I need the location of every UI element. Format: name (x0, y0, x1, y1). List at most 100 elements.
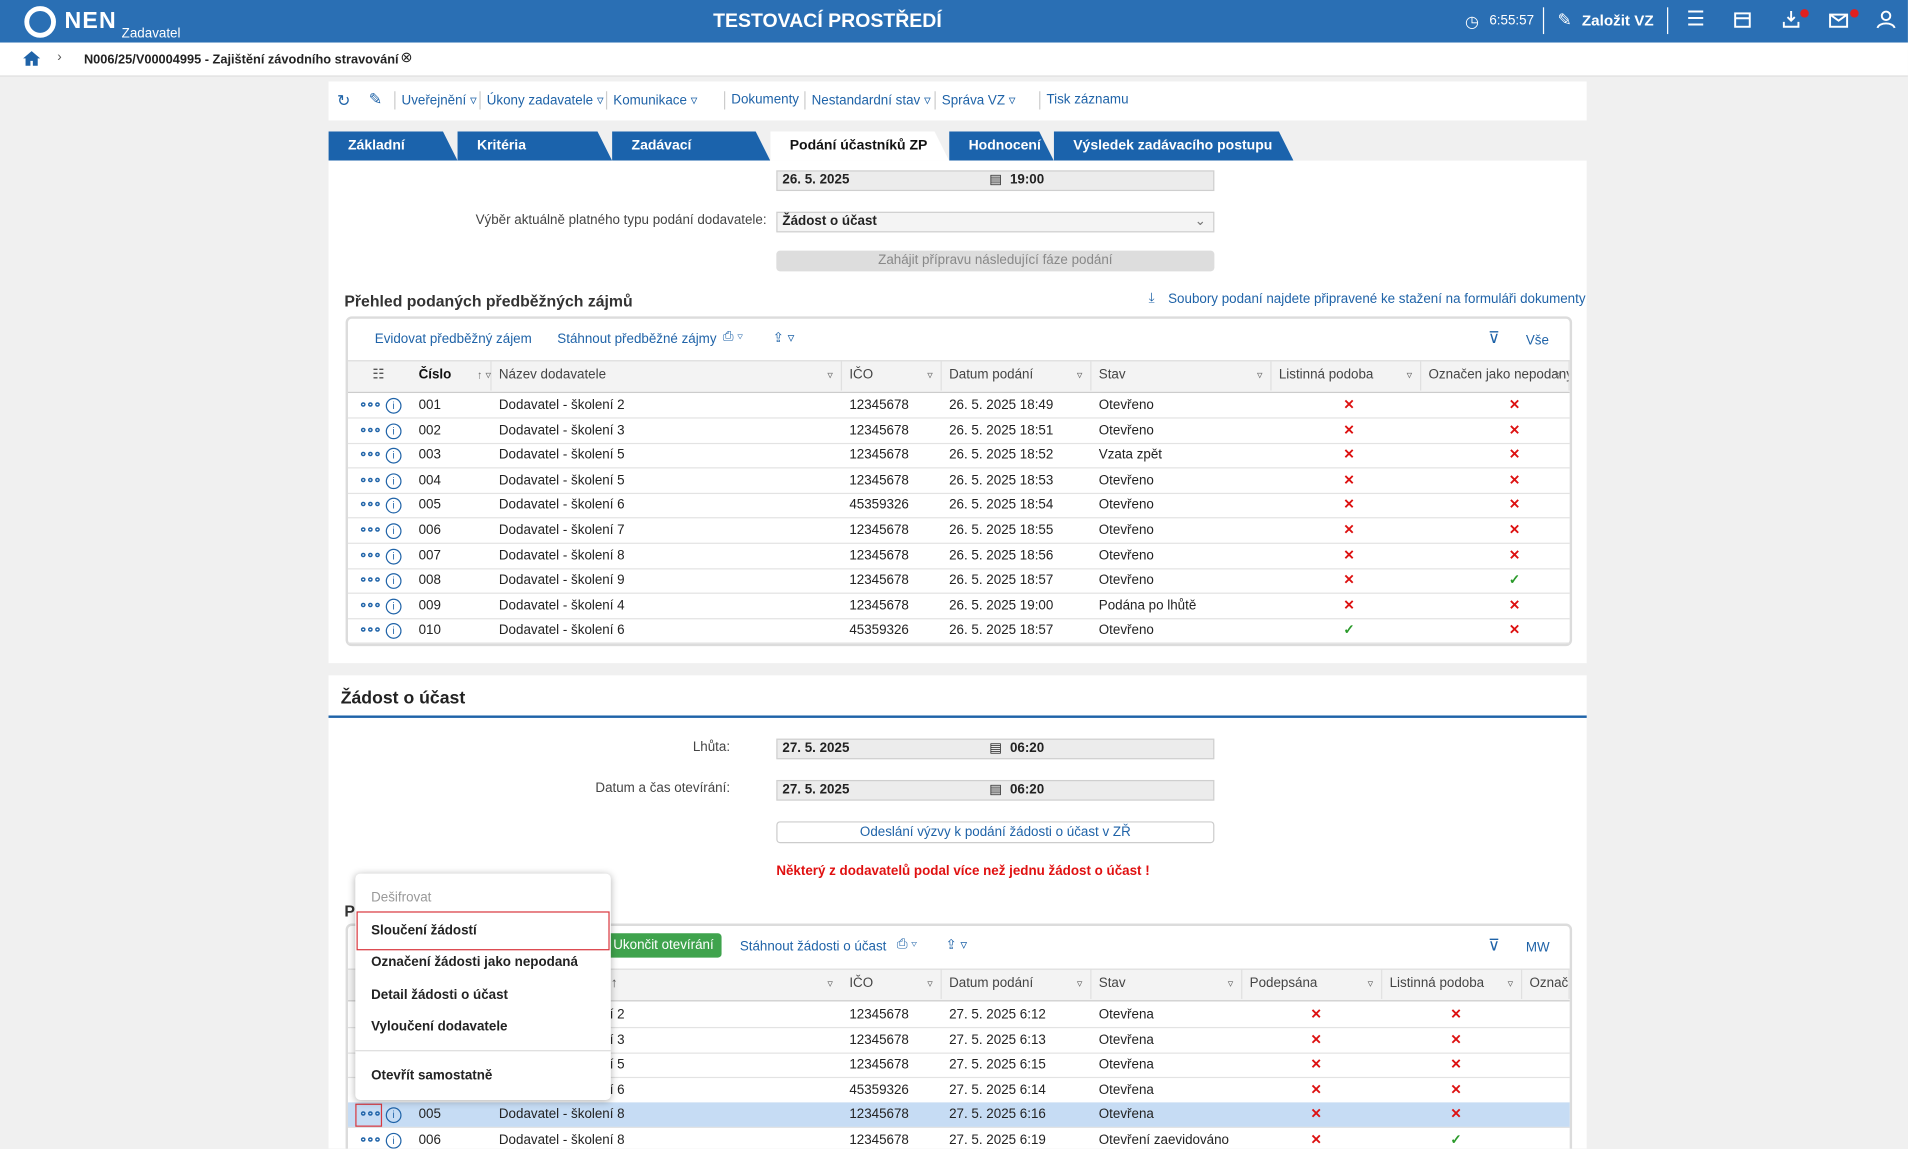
sort-filter-icon[interactable]: ▿ (1077, 369, 1083, 382)
column-header[interactable]: Stav (1091, 360, 1271, 390)
row-menu-button[interactable]: ∘∘∘ (359, 418, 381, 442)
calendar-icon[interactable] (1734, 11, 1752, 29)
documents-link[interactable]: Soubory podaní najdete připravené ke sta… (1168, 292, 1585, 307)
filter-icon[interactable]: ▿ (1368, 977, 1374, 990)
info-icon[interactable]: i (386, 448, 402, 464)
download-icon[interactable] (1783, 9, 1810, 31)
settings-icon[interactable]: ☷ (372, 366, 384, 382)
print-button[interactable]: ⎙ ▿ (723, 330, 743, 346)
create-button[interactable]: Založit VZ (1582, 12, 1654, 29)
column-header[interactable]: Listinná podoba (1272, 360, 1422, 390)
info-icon[interactable]: i (386, 573, 402, 589)
sort-filter-icon[interactable]: ▿ (1555, 369, 1561, 382)
env-title: TESTOVACÍ PROSTŘEDÍ (584, 11, 1071, 33)
toolbar-button[interactable]: Úkony zadavatele ▿ (487, 92, 604, 108)
breadcrumb[interactable]: N006/25/V00004995 - Zajištění závodního … (84, 52, 399, 67)
action-button[interactable]: Evidovat předběžný zájem (375, 332, 532, 347)
menu-icon[interactable]: ☰ (1686, 7, 1705, 31)
cell: Dodavatel - školení 6 (499, 493, 840, 517)
filter-preset[interactable]: MW (1526, 941, 1550, 956)
finish-button[interactable]: Ukončit otevírání (606, 933, 721, 957)
info-icon[interactable]: i (386, 523, 402, 539)
export-button[interactable]: ⇪ ▿ (773, 330, 795, 346)
toolbar-button[interactable]: Tisk záznamu (1046, 92, 1128, 107)
info-icon[interactable]: i (386, 623, 402, 639)
info-icon[interactable]: i (386, 398, 402, 414)
column-header[interactable]: Listinná podoba (1382, 969, 1522, 999)
clock-icon: ◷ (1465, 12, 1479, 31)
row-menu-button[interactable]: ∘∘∘ (359, 568, 381, 592)
user-icon[interactable] (1876, 10, 1895, 29)
date-field[interactable]: 27. 5. 2025▤06:20 (776, 780, 1214, 801)
row-menu-button[interactable]: ∘∘∘ (359, 1128, 381, 1149)
row-menu-button[interactable]: ∘∘∘ (359, 619, 381, 643)
filter-icon[interactable]: ▿ (1228, 977, 1234, 990)
action-button[interactable]: Stáhnout předběžné zájmy (557, 332, 716, 347)
tab[interactable]: Kritéria hodnocení (458, 131, 613, 160)
menu-item[interactable]: Detail žádosti o účast (371, 988, 508, 1003)
row-menu-button[interactable]: ∘∘∘ (359, 468, 381, 492)
select-field[interactable]: Žádost o účast⌄ (776, 212, 1214, 233)
row-menu-button[interactable]: ∘∘∘ (359, 518, 381, 542)
edit-icon[interactable]: ✎ (1558, 10, 1572, 31)
action-button[interactable]: Stáhnout žádosti o účast (740, 939, 887, 954)
sort-filter-icon[interactable]: ▿ (827, 369, 833, 382)
info-icon[interactable]: i (386, 598, 402, 614)
info-icon[interactable]: i (386, 423, 402, 439)
filter-icon[interactable]: ▿ (827, 977, 833, 990)
filter-icon[interactable]: ⊽ (1488, 329, 1500, 348)
column-header[interactable]: Označe (1522, 969, 1569, 999)
tab[interactable]: Výsledek zadávacího postupu (1054, 131, 1294, 160)
sort-filter-icon[interactable]: ▿ (1257, 369, 1263, 382)
filter-icon[interactable]: ▿ (1077, 977, 1083, 990)
row-menu-button[interactable]: ∘∘∘ (359, 443, 381, 467)
sort-filter-icon[interactable]: ▿ (927, 369, 933, 382)
filter-preset[interactable]: Vše (1526, 333, 1549, 348)
toolbar-button[interactable]: Komunikace ▿ (613, 92, 697, 108)
row-menu-button[interactable]: ∘∘∘ (359, 594, 381, 618)
mail-icon[interactable] (1829, 9, 1861, 31)
date-field[interactable]: 27. 5. 2025▤06:20 (776, 739, 1214, 760)
invite-button[interactable]: Odeslání výzvy k podání žádosti o účast … (776, 821, 1214, 843)
filter-icon[interactable]: ⊽ (1488, 936, 1500, 955)
export-button[interactable]: ⇪ ▿ (945, 937, 967, 953)
info-icon[interactable]: i (386, 473, 402, 489)
menu-item[interactable]: Označení žádosti jako nepodaná (371, 956, 578, 971)
column-header[interactable]: Označen jako nepodaný (1421, 360, 1569, 390)
print-button[interactable]: ⎙ ▿ (897, 937, 917, 953)
toolbar-button[interactable]: Správa VZ ▿ (942, 92, 1016, 108)
menu-item[interactable]: Vyloučení dodavatele (371, 1020, 507, 1035)
column-header[interactable]: Datum podání (942, 360, 1092, 390)
menu-item[interactable]: Otevřít samostatně (371, 1068, 492, 1083)
edit-icon[interactable]: ✎ (369, 90, 382, 109)
home-icon[interactable] (22, 50, 41, 67)
refresh-icon[interactable]: ↻ (337, 91, 350, 110)
column-header[interactable]: Stav (1091, 969, 1242, 999)
sort-filter-icon[interactable]: ↑ ▿ (477, 369, 491, 382)
info-icon[interactable]: i (386, 498, 402, 514)
filter-icon[interactable]: ▿ (927, 977, 933, 990)
toolbar-button[interactable]: Uveřejnění ▿ (402, 92, 477, 108)
info-icon[interactable]: i (386, 1108, 402, 1124)
row-menu-button[interactable]: ∘∘∘ (359, 493, 381, 517)
column-header[interactable]: Datum podání (942, 969, 1092, 999)
tab[interactable]: Zadávací podmínky (612, 131, 770, 160)
column-header[interactable]: Název dodavatele (492, 360, 842, 390)
tab[interactable]: Základní údaje (329, 131, 458, 160)
toolbar-button[interactable]: Nestandardní stav ▿ (812, 92, 931, 108)
cell: 26. 5. 2025 18:56 (949, 543, 1089, 567)
info-icon[interactable]: i (386, 548, 402, 564)
tab[interactable]: Hodnocení (949, 131, 1054, 160)
filter-icon[interactable]: ▿ (1508, 977, 1514, 990)
tab[interactable]: Podání účastníků ZP (770, 131, 949, 160)
sort-filter-icon[interactable]: ▿ (1407, 369, 1413, 382)
toolbar-button[interactable]: Dokumenty (731, 92, 799, 107)
menu-item[interactable]: Sloučení žádostí (371, 924, 477, 939)
row-menu-button[interactable]: ∘∘∘ (359, 543, 381, 567)
date-field[interactable]: 26. 5. 2025▤19:00 (776, 170, 1214, 191)
row-menu-button[interactable]: ∘∘∘ (359, 393, 381, 417)
column-header[interactable]: Podepsána (1242, 969, 1382, 999)
info-icon[interactable]: i (386, 1133, 402, 1149)
table-row: ∘∘∘i008Dodavatel - školení 91234567826. … (348, 568, 1570, 594)
close-icon[interactable]: ⊗ (400, 49, 412, 66)
